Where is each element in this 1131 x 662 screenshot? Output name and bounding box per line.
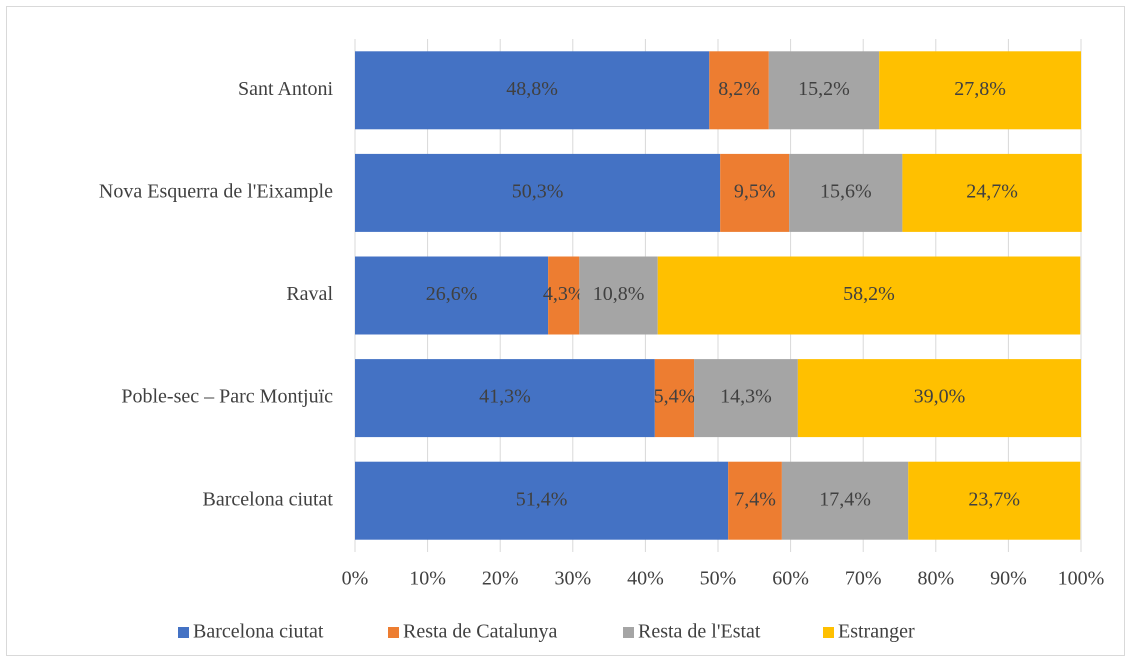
bar-segment	[908, 461, 1081, 540]
legend-swatch	[823, 627, 834, 638]
x-tick-label: 40%	[627, 568, 664, 590]
data-label: 51,4%	[516, 488, 568, 510]
x-tick-label: 10%	[409, 568, 446, 590]
data-label: 50,3%	[512, 180, 564, 202]
y-tick-label: Poble-sec – Parc Montjuïc	[121, 386, 333, 408]
data-label: 10,8%	[593, 283, 645, 305]
bar-segment	[797, 359, 1081, 438]
bar-segment	[355, 153, 721, 232]
data-label: 58,2%	[843, 283, 895, 305]
legend-swatch	[623, 627, 634, 638]
legend-label: Resta de Catalunya	[403, 621, 558, 643]
data-label: 17,4%	[819, 488, 871, 510]
data-label: 5,4%	[654, 386, 696, 408]
y-tick-label: Barcelona ciutat	[203, 488, 334, 510]
bar-segment	[355, 51, 710, 130]
data-label: 9,5%	[734, 180, 776, 202]
legend-swatch	[178, 627, 189, 638]
legend-label: Barcelona ciutat	[193, 621, 324, 643]
x-tick-label: 0%	[342, 568, 369, 590]
legend-swatch	[388, 627, 399, 638]
data-label: 7,4%	[734, 488, 776, 510]
bar-segment	[579, 256, 658, 335]
data-label: 41,3%	[479, 386, 531, 408]
bar-segment	[781, 461, 909, 540]
legend-label: Resta de l'Estat	[638, 621, 761, 643]
y-tick-label: Raval	[286, 283, 333, 305]
bar-segment	[355, 461, 729, 540]
bar-segment	[789, 153, 903, 232]
legend-label: Estranger	[838, 621, 915, 643]
bar-segment	[654, 359, 695, 438]
x-tick-label: 80%	[917, 568, 954, 590]
data-label: 4,3%	[543, 283, 585, 305]
x-tick-label: 50%	[700, 568, 737, 590]
bar-segment	[355, 359, 655, 438]
x-tick-label: 30%	[554, 568, 591, 590]
data-label: 27,8%	[954, 78, 1006, 100]
data-label: 39,0%	[914, 386, 966, 408]
data-label: 24,7%	[966, 180, 1018, 202]
data-label: 14,3%	[720, 386, 772, 408]
bar-segment	[355, 256, 549, 335]
y-tick-label: Nova Esquerra de l'Eixample	[99, 180, 333, 202]
bar-segment	[879, 51, 1081, 130]
x-tick-label: 70%	[845, 568, 882, 590]
data-label: 23,7%	[968, 488, 1020, 510]
bar-segment	[694, 359, 798, 438]
x-tick-label: 100%	[1058, 568, 1105, 590]
y-tick-label: Sant Antoni	[238, 78, 333, 100]
bar-segment	[548, 256, 580, 335]
x-tick-label: 60%	[772, 568, 809, 590]
data-label: 48,8%	[506, 78, 558, 100]
data-label: 26,6%	[426, 283, 478, 305]
data-label: 15,2%	[798, 78, 850, 100]
data-label: 8,2%	[718, 78, 760, 100]
bar-segment	[657, 256, 1081, 335]
x-tick-label: 90%	[990, 568, 1027, 590]
x-tick-label: 20%	[482, 568, 519, 590]
bar-segment	[728, 461, 782, 540]
bar-segment	[768, 51, 880, 130]
data-label: 15,6%	[820, 180, 872, 202]
bar-segment	[709, 51, 769, 130]
bar-segment	[902, 153, 1082, 232]
bar-segment	[720, 153, 790, 232]
